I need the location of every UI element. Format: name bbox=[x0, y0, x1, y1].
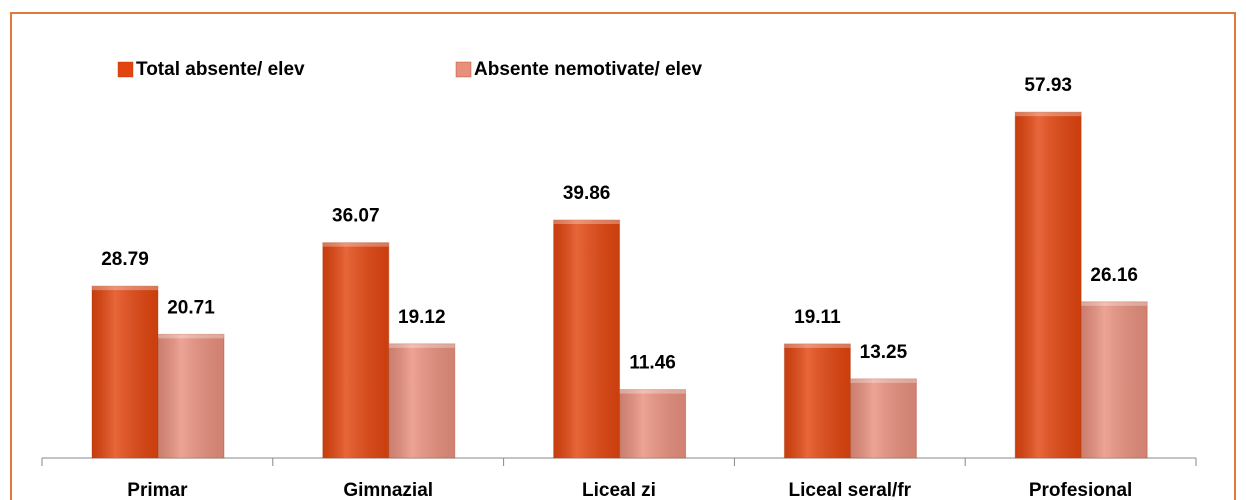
bar-cap bbox=[92, 286, 158, 291]
bar-cap bbox=[388, 343, 455, 348]
value-label: 39.86 bbox=[563, 183, 611, 204]
frame bbox=[10, 12, 1236, 500]
bar bbox=[322, 242, 390, 459]
value-label: 11.46 bbox=[629, 353, 676, 374]
bar bbox=[91, 285, 159, 459]
bar bbox=[619, 389, 687, 459]
bar-cap bbox=[784, 343, 851, 348]
value-label: 13.25 bbox=[860, 342, 908, 363]
value-label: 28.79 bbox=[101, 249, 149, 270]
bar-cap bbox=[1081, 301, 1148, 306]
legend-label: Absente nemotivate/ elev bbox=[474, 59, 703, 80]
bar bbox=[783, 343, 851, 459]
legend-swatch bbox=[117, 61, 134, 78]
bar bbox=[553, 219, 621, 459]
bar bbox=[1080, 301, 1148, 459]
legend-swatch bbox=[455, 61, 472, 78]
bar-cap bbox=[322, 242, 389, 247]
x-tick-label: Liceal zi bbox=[582, 480, 656, 500]
bar-cap bbox=[619, 389, 686, 394]
bar bbox=[157, 333, 225, 459]
bar-cap bbox=[850, 378, 917, 383]
x-tick-label: Profesional bbox=[1029, 480, 1132, 500]
value-label: 19.11 bbox=[794, 307, 841, 328]
value-label: 36.07 bbox=[332, 206, 380, 227]
bar bbox=[849, 378, 917, 459]
value-label: 19.12 bbox=[398, 307, 446, 328]
value-label: 57.93 bbox=[1024, 75, 1072, 96]
legend-label: Total absente/ elev bbox=[136, 59, 305, 80]
x-tick-label: Primar bbox=[127, 480, 188, 500]
bar bbox=[1014, 111, 1082, 459]
bar-cap bbox=[158, 334, 224, 339]
x-tick-label: Gimnazial bbox=[343, 480, 433, 500]
bar bbox=[388, 343, 456, 459]
value-label: 26.16 bbox=[1090, 265, 1138, 286]
value-label: 20.71 bbox=[167, 297, 215, 318]
bar-cap bbox=[1015, 112, 1082, 117]
x-tick-label: Liceal seral/fr bbox=[789, 480, 912, 500]
bar-cap bbox=[553, 220, 620, 225]
